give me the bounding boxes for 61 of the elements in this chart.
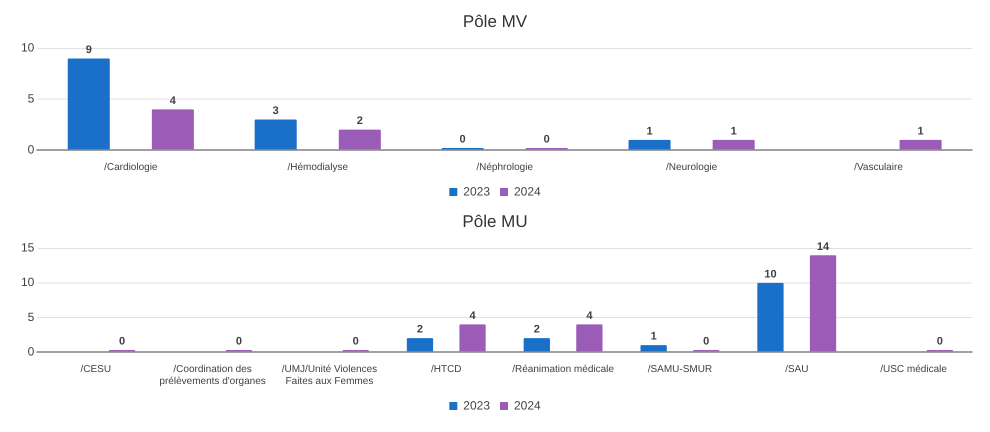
y-tick-label: 10 (20, 275, 35, 290)
data-label: 1 (650, 330, 657, 343)
data-label: 0 (352, 336, 359, 348)
x-tick-label: /Réanimation médicale (512, 364, 614, 375)
data-label: 9 (86, 44, 92, 56)
x-tick-label: /CESU (80, 364, 112, 375)
data-label: 0 (936, 336, 943, 348)
data-label: 4 (170, 94, 177, 107)
bar (576, 324, 603, 352)
bar (628, 140, 671, 150)
x-tick-label: /Néphrologie (476, 162, 534, 173)
x-tick-label: /SAU (785, 364, 808, 375)
data-label: 14 (816, 240, 830, 253)
data-label: 1 (730, 125, 737, 138)
data-label: 0 (703, 336, 710, 348)
bar (254, 120, 297, 150)
x-tick-label: /Neurologie (666, 162, 718, 173)
x-tick-label: /Cardiologie (104, 162, 158, 173)
data-label: 2 (356, 115, 363, 128)
bar (810, 255, 836, 352)
data-label: 0 (236, 336, 242, 348)
y-tick-label: 5 (28, 92, 35, 106)
data-label: 2 (416, 324, 424, 336)
legend-label: 2024 (514, 398, 542, 412)
x-tick-label: /USC médicale (880, 364, 948, 375)
bar (640, 345, 667, 352)
bar (900, 140, 942, 150)
data-label: 0 (118, 336, 126, 348)
data-label: 3 (272, 105, 279, 118)
y-tick-label: 0 (28, 142, 35, 156)
data-label: 1 (918, 125, 924, 138)
y-tick-label: 0 (28, 344, 35, 358)
bar (524, 338, 550, 352)
bar (712, 140, 755, 150)
data-label: 1 (646, 125, 653, 138)
bar (459, 324, 486, 352)
data-label: 2 (534, 324, 540, 336)
x-tick-label: /Coordination des prélèvements d'organes (159, 364, 266, 387)
y-tick-label: 10 (20, 40, 35, 55)
x-tick-label: /UMJ/Unité Violences Faites aux Femmes (282, 364, 378, 387)
data-label: 0 (544, 134, 550, 146)
x-tick-label: /Hémodialyse (287, 162, 348, 173)
x-tick-label: /SAMU-SMUR (648, 364, 712, 375)
x-tick-label: /Vasculaire (854, 162, 904, 173)
chart-title: Pôle MU (462, 212, 528, 231)
legend-label: 2024 (514, 184, 542, 198)
bar (338, 130, 381, 150)
legend-label: 2023 (463, 184, 490, 198)
y-tick-label: 5 (28, 310, 35, 324)
chart-title: Pôle MV (462, 12, 528, 31)
data-label: 4 (586, 310, 594, 322)
bar (757, 282, 784, 352)
data-label: 4 (469, 310, 476, 322)
bar (68, 58, 110, 150)
x-tick-label: /HTCD (430, 364, 462, 375)
y-tick-label: 15 (20, 240, 35, 255)
data-label: 0 (460, 134, 466, 146)
bar (152, 109, 194, 150)
data-label: 10 (764, 268, 777, 280)
bar (406, 338, 434, 352)
legend-label: 2023 (463, 398, 490, 412)
